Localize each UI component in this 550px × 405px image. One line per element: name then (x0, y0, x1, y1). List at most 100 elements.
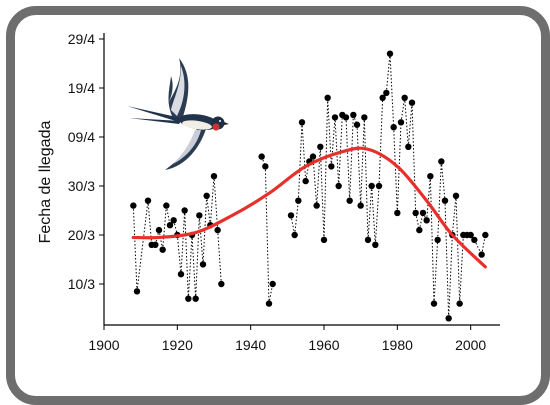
data-point (342, 114, 350, 121)
series-segment (363, 117, 369, 240)
data-point (203, 192, 210, 199)
series-segment (385, 53, 391, 93)
data-point (386, 50, 394, 57)
series-segment (334, 117, 340, 187)
data-point (258, 153, 265, 160)
data-point (320, 236, 328, 244)
data-point (313, 202, 320, 209)
data-point (478, 251, 485, 258)
data-point (353, 121, 361, 128)
data-point (372, 241, 379, 248)
data-point (438, 158, 445, 165)
series-segment (455, 195, 461, 304)
data-point (210, 173, 218, 180)
rounded-frame (6, 6, 550, 405)
data-point (328, 163, 335, 170)
series-segment (437, 161, 442, 240)
series-segment (396, 122, 402, 213)
y-tick-label: 30/3 (68, 178, 95, 194)
series-segment (209, 176, 215, 226)
series-segment (426, 176, 431, 221)
series-segment (217, 230, 222, 285)
data-point (401, 94, 408, 102)
data-point (214, 226, 221, 234)
data-point (405, 143, 412, 150)
series-segment (411, 102, 417, 213)
data-point (177, 271, 185, 278)
series-segment (323, 97, 329, 240)
series-segment (297, 122, 303, 201)
y-tick-label: 09/4 (68, 129, 95, 145)
series-segment (374, 185, 380, 245)
series-segment (330, 117, 336, 167)
data-point (416, 226, 423, 234)
data-point (350, 111, 357, 119)
swallow-bird-icon (127, 58, 229, 170)
series-segment (312, 156, 318, 206)
series-segment (433, 239, 439, 304)
data-point (166, 222, 174, 229)
series-segment (264, 166, 270, 304)
data-point (357, 202, 364, 209)
data-point (445, 315, 452, 322)
data-point (364, 236, 372, 244)
data-point (346, 197, 353, 204)
series-segment (162, 205, 167, 250)
data-point (181, 207, 188, 214)
data-point (196, 212, 203, 219)
data-point (185, 295, 192, 302)
data-point (159, 246, 166, 253)
data-point (269, 280, 276, 288)
data-point (199, 261, 207, 268)
series-segment (378, 97, 384, 187)
data-point (130, 202, 137, 209)
data-point (394, 209, 401, 217)
y-tick-label: 19/4 (68, 80, 95, 96)
data-point (430, 300, 438, 307)
data-point (324, 94, 331, 102)
series-segment (451, 195, 457, 236)
data-point (155, 226, 163, 234)
data-point (335, 182, 342, 190)
series-segment (404, 97, 409, 147)
series-segment (349, 114, 354, 201)
series-segment (356, 124, 362, 206)
data-point (192, 295, 199, 302)
data-point (152, 241, 159, 248)
series-segment (448, 234, 453, 319)
series-segment (473, 239, 483, 255)
data-point (133, 288, 141, 295)
data-point (419, 209, 427, 217)
data-point (287, 212, 295, 219)
x-tick-label: 1900 (88, 337, 119, 353)
series-segment (180, 210, 186, 275)
data-point (397, 119, 405, 126)
data-point (412, 209, 419, 217)
x-tick-label: 1980 (382, 337, 413, 353)
data-point (427, 173, 434, 180)
series-segment (206, 195, 211, 226)
series-segment (184, 210, 189, 299)
x-tick-label: 1920 (162, 337, 193, 353)
data-point (317, 143, 324, 150)
series-segment (136, 200, 149, 292)
data-point (163, 202, 170, 209)
series-segment (198, 215, 204, 265)
series-segment (147, 200, 153, 245)
series-segment (440, 161, 446, 201)
series-segment (173, 220, 178, 236)
data-point (423, 217, 430, 224)
data-point (467, 231, 474, 239)
series-segment (389, 53, 395, 128)
data-point (471, 236, 478, 244)
series-segment (429, 176, 435, 304)
data-point (295, 197, 302, 204)
data-point (408, 99, 416, 106)
data-point (361, 114, 368, 121)
series-segment (444, 200, 450, 319)
trend-line (131, 146, 487, 269)
data-point (375, 182, 383, 190)
data-point (331, 114, 339, 121)
data-point (291, 231, 298, 239)
